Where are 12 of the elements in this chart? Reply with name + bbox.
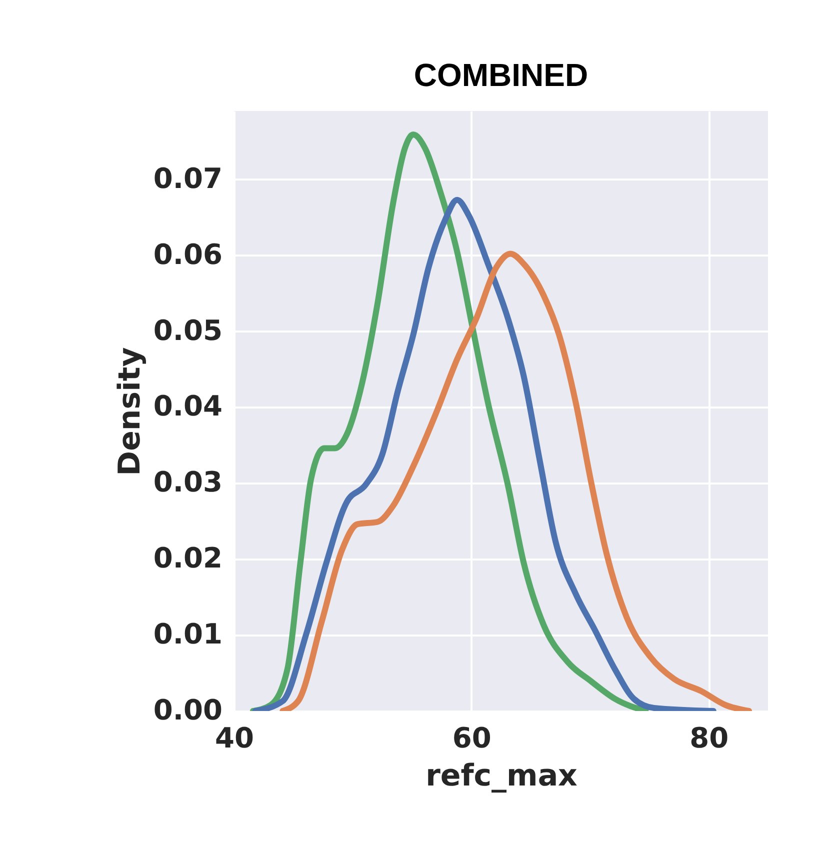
y-axis-title: Density [112,346,148,476]
y-tick-label: 0.02 [153,542,222,575]
x-axis-title: refc_max [426,758,578,794]
y-tick-label: 0.05 [153,314,222,347]
x-tick-label: 60 [452,722,492,754]
x-tick-label: 80 [690,722,729,754]
y-tick-label: 0.07 [153,162,222,195]
y-tick-label: 0.06 [153,238,222,271]
y-tick-label: 0.03 [153,466,222,499]
y-tick-label: 0.01 [153,618,222,651]
chart-title: COMBINED [414,57,588,93]
y-tick-label: 0.04 [153,390,222,423]
